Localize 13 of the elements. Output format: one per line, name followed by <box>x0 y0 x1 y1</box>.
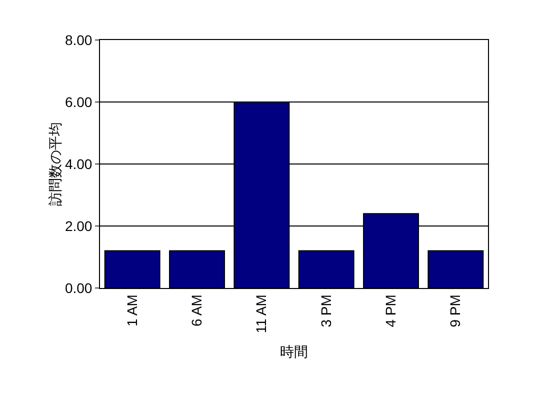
x-tick-label: 4 PM <box>382 294 399 328</box>
x-tick-label: 9 PM <box>447 294 464 328</box>
y-tick-label: 6.00 <box>64 94 92 110</box>
y-tick-label: 2.00 <box>64 218 92 234</box>
x-tick-label: 1 AM <box>124 294 140 327</box>
x-tick-label: 3 PM <box>318 294 334 328</box>
y-tick-label: 0.00 <box>64 280 92 296</box>
y-tick-label: 4.00 <box>64 156 92 172</box>
x-axis-title: 時間 <box>280 344 308 360</box>
x-tick-label: 11 AM <box>253 294 270 334</box>
x-tick-label: 6 AM <box>188 294 205 327</box>
y-axis-title: 訪問数の平均 <box>46 122 63 206</box>
y-tick-label: 8.00 <box>64 32 92 48</box>
